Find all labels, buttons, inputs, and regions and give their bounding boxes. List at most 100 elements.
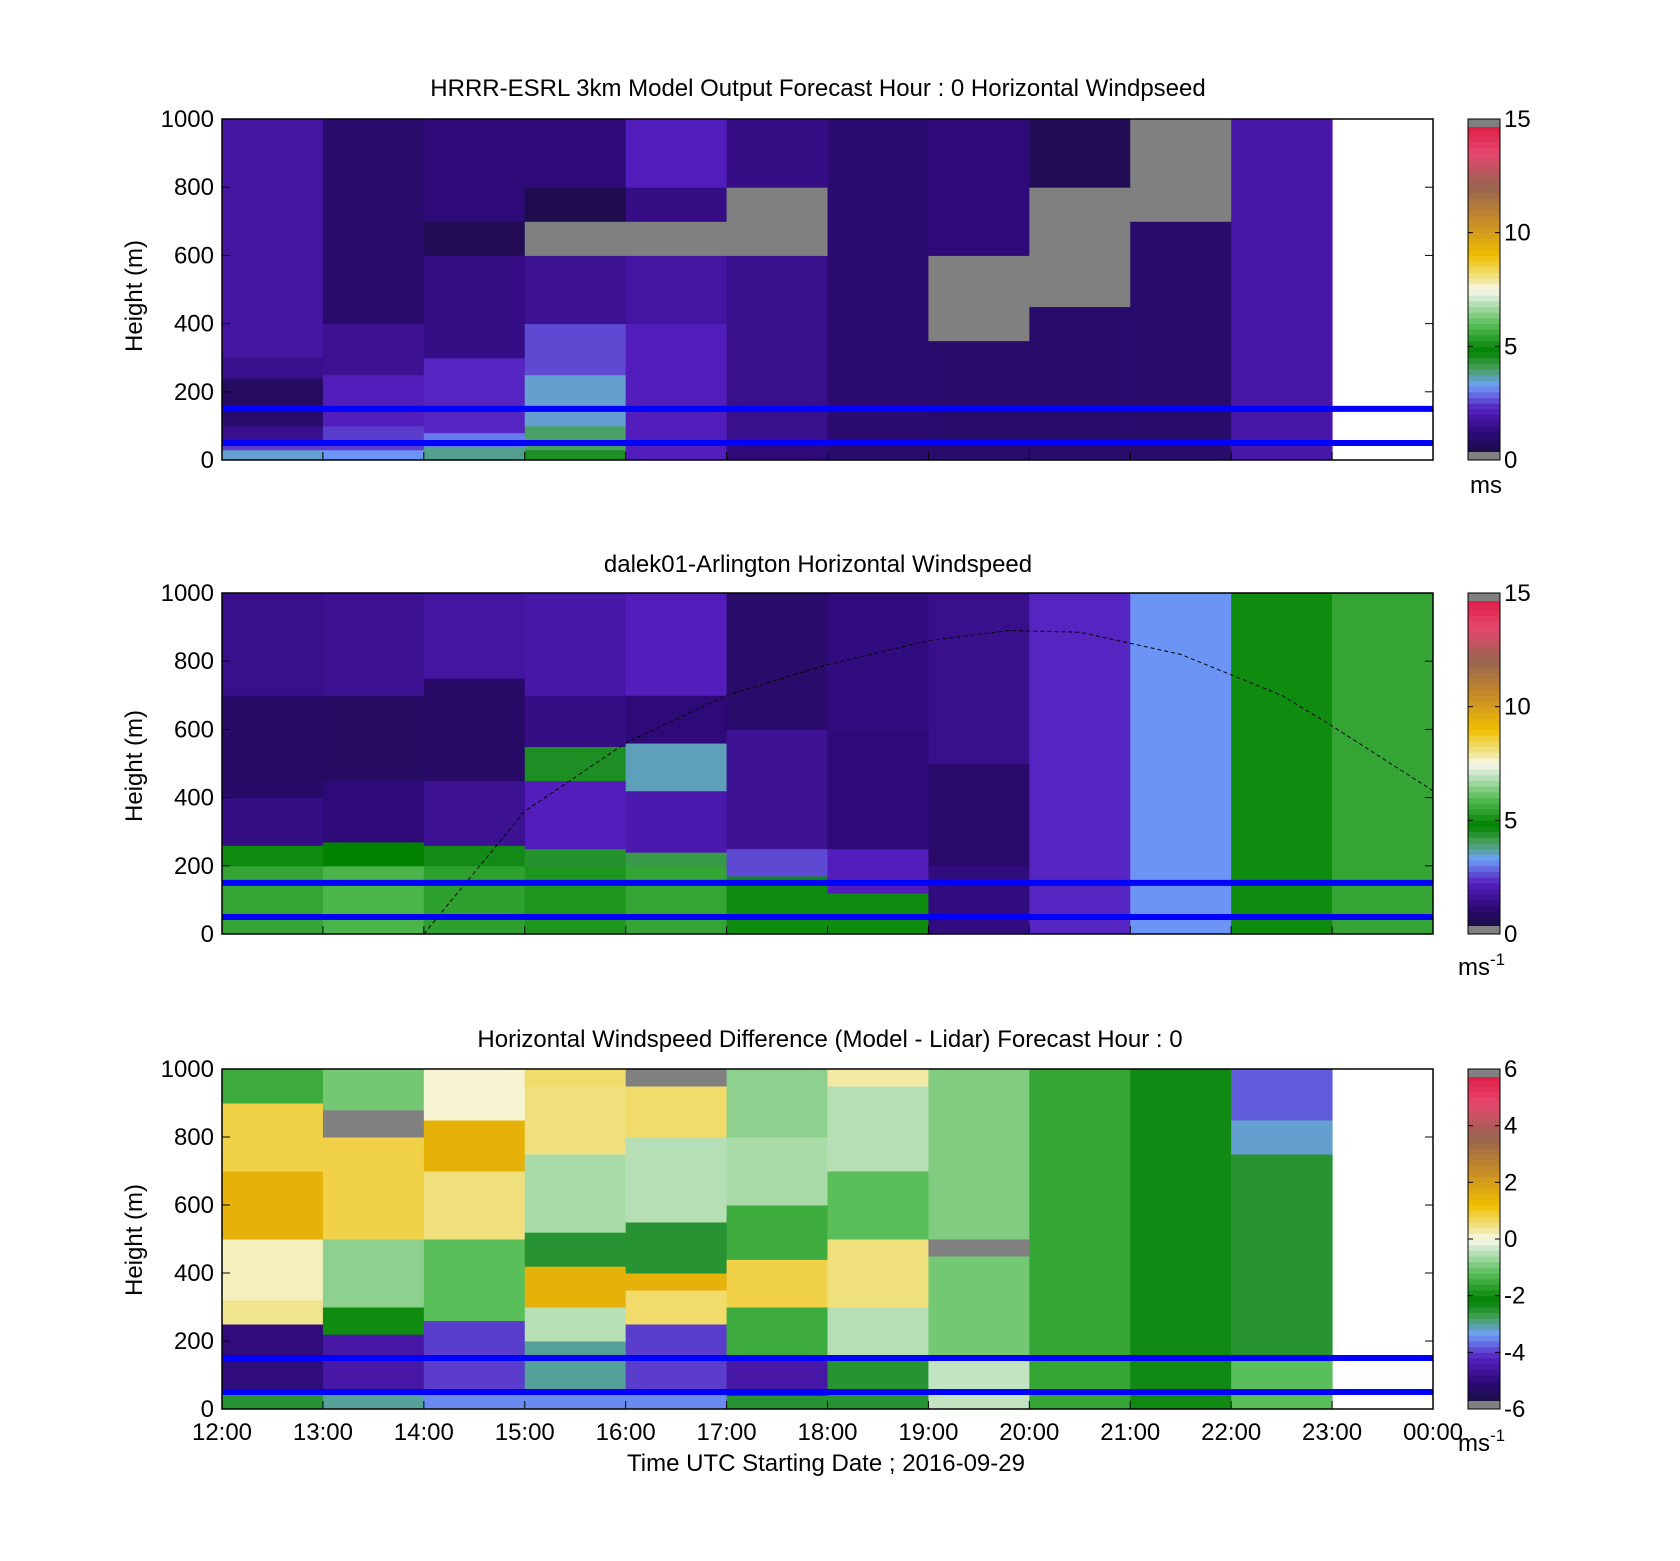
x-tick-label: 16:00: [596, 1419, 656, 1446]
colorbar-segment: [1468, 1182, 1500, 1189]
heatmap-cell: [928, 255, 1030, 342]
y-tick-label: 800: [174, 648, 214, 675]
colorbar-segment: [1468, 700, 1500, 708]
colorbar-segment: [1468, 746, 1500, 753]
y-tick-label: 0: [201, 921, 214, 948]
heatmap-cell: [1029, 593, 1131, 935]
colorbar-segment: [1468, 791, 1500, 799]
heatmap-cell: [423, 865, 526, 935]
heatmap-cell: [625, 1137, 728, 1223]
y-tick-label: 0: [201, 447, 214, 474]
panel-title: Horizontal Windspeed Difference (Model -…: [477, 1026, 1182, 1053]
colorbar-segment: [1468, 627, 1500, 634]
colorbar-tick-label: 15: [1504, 580, 1531, 607]
colorbar-segment: [1468, 1318, 1500, 1325]
colorbar-segment: [1468, 306, 1500, 313]
heatmap-cell: [322, 425, 425, 451]
heatmap-cell: [524, 1069, 627, 1087]
colorbar: 0 5 10 15: [1467, 580, 1531, 948]
heatmap-cell: [322, 695, 425, 782]
colorbar-segment: [1468, 141, 1500, 148]
heatmap-cell: [1231, 119, 1333, 461]
colorbar-segment: [1468, 266, 1500, 273]
heatmap-cell: [322, 1137, 425, 1240]
heatmap-cell: [322, 1307, 425, 1335]
colorbar-segment: [1468, 1244, 1500, 1251]
colorbar-segment: [1468, 420, 1500, 427]
x-tick-label: 20:00: [999, 1419, 1059, 1446]
heatmap-cell: [524, 695, 627, 747]
heatmap-cell: [928, 1358, 1030, 1410]
colorbar-segment: [1468, 752, 1500, 759]
lidar-windspeed-panel: dalek01-Arlington Horizontal Windspeed H…: [121, 551, 1531, 981]
heatmap-cell: [524, 1307, 627, 1342]
heatmap-cell: [524, 593, 627, 696]
colorbar-segment: [1468, 380, 1500, 387]
colorbar-tick-label: 5: [1504, 807, 1517, 834]
colorbar-segment: [1468, 723, 1500, 730]
colorbar-segment: [1468, 854, 1500, 861]
colorbar-segment: [1468, 1227, 1500, 1234]
colorbar-segment: [1468, 1335, 1500, 1342]
heatmap-cell: [423, 221, 526, 256]
colorbar-segment: [1468, 1256, 1500, 1263]
colorbar-segment: [1468, 124, 1500, 131]
heatmap-cell: [1130, 221, 1232, 461]
heatmap-cell: [1231, 1154, 1333, 1359]
heatmap-cell: [222, 1300, 324, 1325]
heatmap-cell: [726, 1069, 828, 1138]
colorbar-segment: [1468, 706, 1500, 713]
heatmap-cell: [827, 1307, 929, 1359]
heatmap-cell: [524, 780, 627, 850]
colorbar-tick-label: 0: [1504, 447, 1517, 474]
colorbar-unit: ms-1: [1458, 950, 1505, 981]
colorbar-segment: [1468, 448, 1500, 455]
colorbar-segment: [1468, 1375, 1500, 1382]
colorbar-segment: [1468, 808, 1500, 816]
colorbar-segment: [1468, 916, 1500, 924]
heatmap-cell: [726, 848, 828, 877]
panel-title: HRRR-ESRL 3km Model Output Forecast Hour…: [430, 75, 1205, 102]
colorbar-segment: [1468, 1148, 1500, 1155]
colorbar-segment: [1468, 317, 1500, 325]
y-axis-label: Height (m): [121, 1184, 148, 1296]
heatmap-cell: [423, 678, 526, 782]
heatmap-cell: [322, 865, 425, 935]
colorbar-segment: [1468, 1363, 1500, 1370]
colorbar-segment: [1468, 882, 1500, 890]
heatmap-cell: [726, 1137, 828, 1206]
colorbar-segment: [1468, 672, 1500, 679]
heatmap-cell: [827, 1069, 929, 1087]
colorbar-segment: [1468, 1103, 1500, 1110]
boundary-layer-line: [423, 630, 1434, 935]
y-tick-label: 1000: [161, 106, 214, 133]
colorbar-segment: [1468, 894, 1500, 901]
colorbar-tick-label: 10: [1504, 694, 1531, 721]
colorbar-tick-label: 0: [1504, 921, 1517, 948]
colorbar-segment: [1468, 1216, 1500, 1223]
heatmap-cell: [322, 449, 425, 461]
heatmap-cell: [524, 323, 627, 376]
heatmap-cell: [625, 187, 728, 222]
heatmap-cell: [726, 1395, 828, 1410]
colorbar-segment: [1468, 888, 1500, 895]
colorbar-segment: [1468, 187, 1500, 194]
colorbar-segment: [1468, 1114, 1500, 1121]
heatmap-cell: [524, 255, 627, 325]
colorbar-segment: [1468, 820, 1500, 827]
heatmap-cell: [423, 1239, 526, 1322]
heatmap-cell: [322, 593, 425, 696]
heatmap-cell: [726, 1307, 828, 1359]
colorbar-segment: [1468, 1290, 1500, 1297]
colorbar-segment: [1468, 1210, 1500, 1217]
heatmap-cell: [625, 221, 728, 256]
colorbar-segment: [1468, 1358, 1500, 1365]
colorbar-tick-label: 2: [1504, 1169, 1517, 1196]
heatmap-cell: [524, 1266, 627, 1308]
colorbar-segment: [1468, 425, 1500, 433]
colorbar-segment: [1468, 1341, 1500, 1348]
heatmap-cell: [1130, 119, 1232, 222]
colorbar-segment: [1468, 678, 1500, 685]
heatmap-cell: [928, 593, 1030, 764]
colorbar-segment: [1468, 1205, 1500, 1212]
